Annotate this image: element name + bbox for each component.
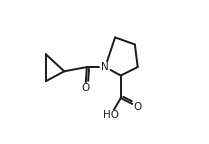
Text: N: N	[101, 62, 109, 72]
Text: O: O	[134, 102, 142, 112]
Text: O: O	[81, 83, 90, 93]
Text: HO: HO	[103, 110, 119, 120]
